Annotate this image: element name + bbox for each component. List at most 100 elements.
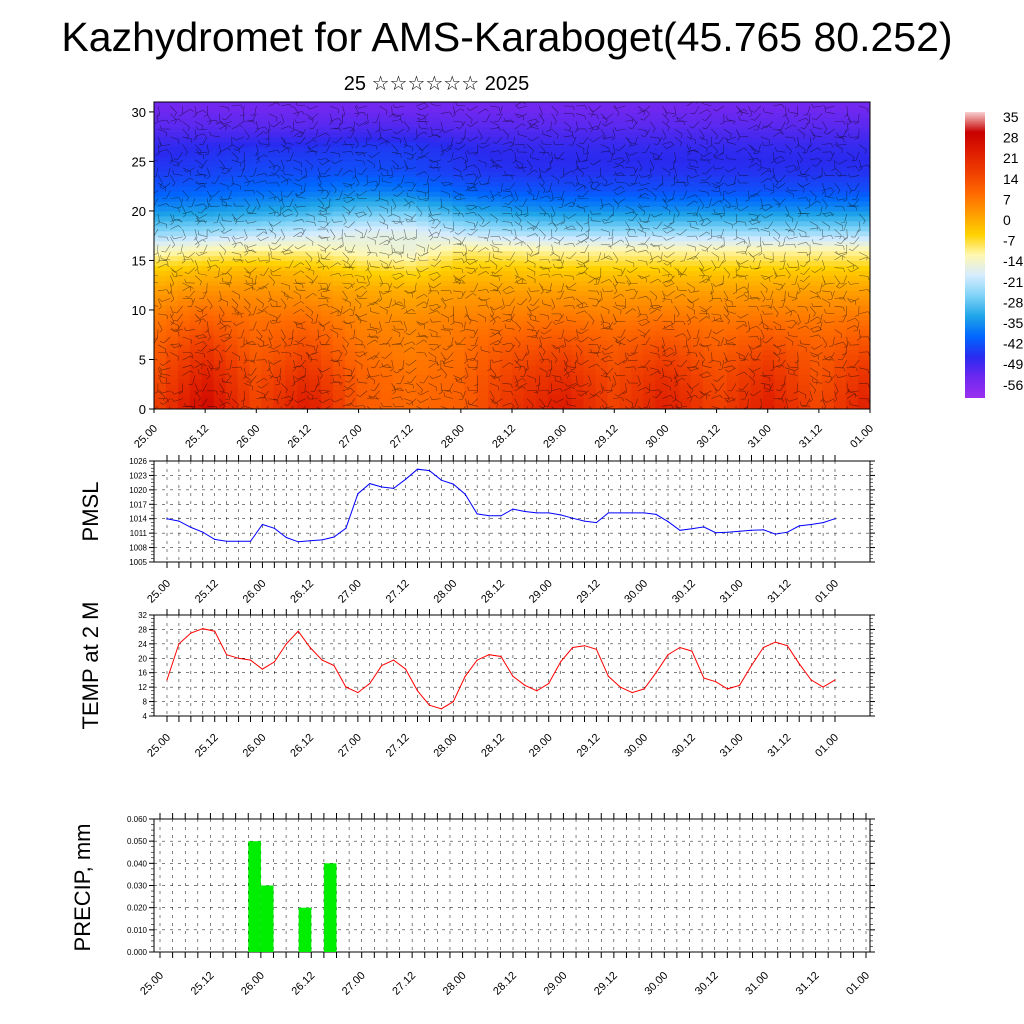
wind-barb-flag	[215, 120, 219, 124]
heatmap-cell	[547, 384, 561, 390]
wind-barb-flag	[337, 333, 339, 338]
heatmap-cell	[452, 265, 465, 271]
wind-barb	[182, 177, 191, 184]
wind-barb	[157, 252, 161, 262]
heatmap-cell	[643, 156, 656, 163]
heatmap-cell	[702, 176, 716, 182]
heatmap-cell	[201, 102, 215, 108]
wind-barb	[280, 198, 285, 207]
heatmap-cell	[798, 116, 811, 123]
heatmap-cell	[368, 235, 382, 242]
heatmap-cell	[297, 399, 310, 405]
heatmap-cell	[726, 384, 740, 390]
heatmap-cell	[547, 151, 561, 158]
heatmap-cell	[726, 225, 740, 232]
heatmap-cell	[309, 176, 322, 182]
heatmap-cell	[834, 329, 847, 336]
heatmap-cell	[643, 111, 656, 118]
heatmap-cell	[714, 270, 728, 276]
heatmap-cell	[786, 394, 799, 400]
heatmap-cell	[786, 126, 799, 133]
heatmap-cell	[368, 111, 382, 118]
wind-barb-flag	[341, 114, 346, 118]
heatmap-cell	[631, 171, 644, 177]
heatmap-cell	[464, 240, 477, 247]
heatmap-cell	[225, 205, 239, 212]
wind-barb	[170, 218, 180, 222]
heatmap-cell	[762, 181, 776, 187]
heatmap-cell	[679, 379, 692, 385]
heatmap-cell	[726, 359, 740, 366]
heatmap-cell	[154, 309, 167, 316]
heatmap-cell	[679, 339, 692, 346]
wind-barb	[235, 321, 245, 326]
heatmap-cell	[726, 295, 740, 301]
wind-barb	[317, 158, 327, 161]
heatmap-cell	[356, 295, 370, 301]
heatmap-cell	[655, 191, 668, 197]
heatmap-cell	[165, 126, 179, 133]
heatmap-cell	[846, 319, 859, 326]
heatmap-cell	[595, 324, 609, 331]
heatmap-cell	[619, 319, 632, 326]
heatmap-cell	[380, 354, 394, 361]
heatmap-cell	[368, 141, 382, 148]
heatmap-cell	[154, 379, 167, 385]
heatmap-cell	[488, 111, 501, 118]
heatmap-cell	[428, 300, 441, 306]
heatmap-cell	[655, 235, 668, 242]
wind-barb	[166, 252, 171, 261]
wind-barb-flag	[257, 237, 261, 241]
heatmap-cell	[726, 136, 740, 143]
heatmap-cell	[464, 141, 477, 148]
wind-barb-flag	[257, 343, 261, 347]
heatmap-cell	[655, 171, 668, 177]
wind-barb-flag	[326, 228, 329, 233]
heatmap-cell	[428, 220, 441, 227]
wind-barb-flag	[149, 236, 153, 237]
heatmap-cell	[691, 384, 704, 390]
heatmap-cell	[846, 394, 859, 400]
heatmap-cell	[846, 324, 859, 331]
heatmap-cell	[380, 220, 394, 227]
heatmap-cell	[285, 146, 298, 153]
wind-barb	[321, 390, 331, 394]
wind-barb-flag	[196, 334, 199, 339]
heatmap-cell	[333, 334, 346, 341]
heatmap-cell	[380, 205, 394, 212]
heatmap-cell	[476, 339, 489, 346]
heatmap-cell	[321, 270, 334, 276]
heatmap-cell	[392, 260, 406, 266]
heatmap-cell	[559, 111, 573, 118]
wind-barb	[185, 329, 195, 332]
heatmap-cell	[428, 255, 441, 262]
heatmap-cell	[213, 389, 227, 395]
heatmap-cell	[714, 136, 728, 143]
heatmap-cell	[738, 270, 752, 276]
heatmap-cell	[643, 344, 656, 351]
wind-barb-flag	[159, 125, 162, 130]
heatmap-cell	[798, 181, 811, 187]
heatmap-cell	[702, 186, 716, 192]
heatmap-cell	[738, 394, 752, 400]
wind-barb-flag	[169, 160, 173, 164]
heatmap-cell	[249, 250, 262, 257]
heatmap-cell	[452, 186, 465, 192]
wind-barb	[247, 249, 257, 253]
heatmap-cell	[762, 295, 776, 301]
heatmap-cell	[404, 394, 418, 400]
heatmap-cell	[846, 116, 859, 123]
heatmap-cell	[810, 121, 823, 128]
wind-barb-flag	[220, 196, 224, 200]
heatmap-cell	[643, 210, 656, 217]
heatmap-cell	[667, 364, 680, 370]
wind-barb-flag	[351, 144, 354, 149]
heatmap-cell	[225, 329, 239, 336]
heatmap-cell	[523, 270, 537, 276]
heatmap-cell	[285, 349, 298, 356]
heatmap-cell	[822, 136, 835, 143]
heatmap-cell	[488, 379, 501, 385]
heatmap-cell	[834, 255, 847, 262]
heatmap-cell	[237, 314, 251, 321]
heatmap-cell	[738, 186, 752, 192]
